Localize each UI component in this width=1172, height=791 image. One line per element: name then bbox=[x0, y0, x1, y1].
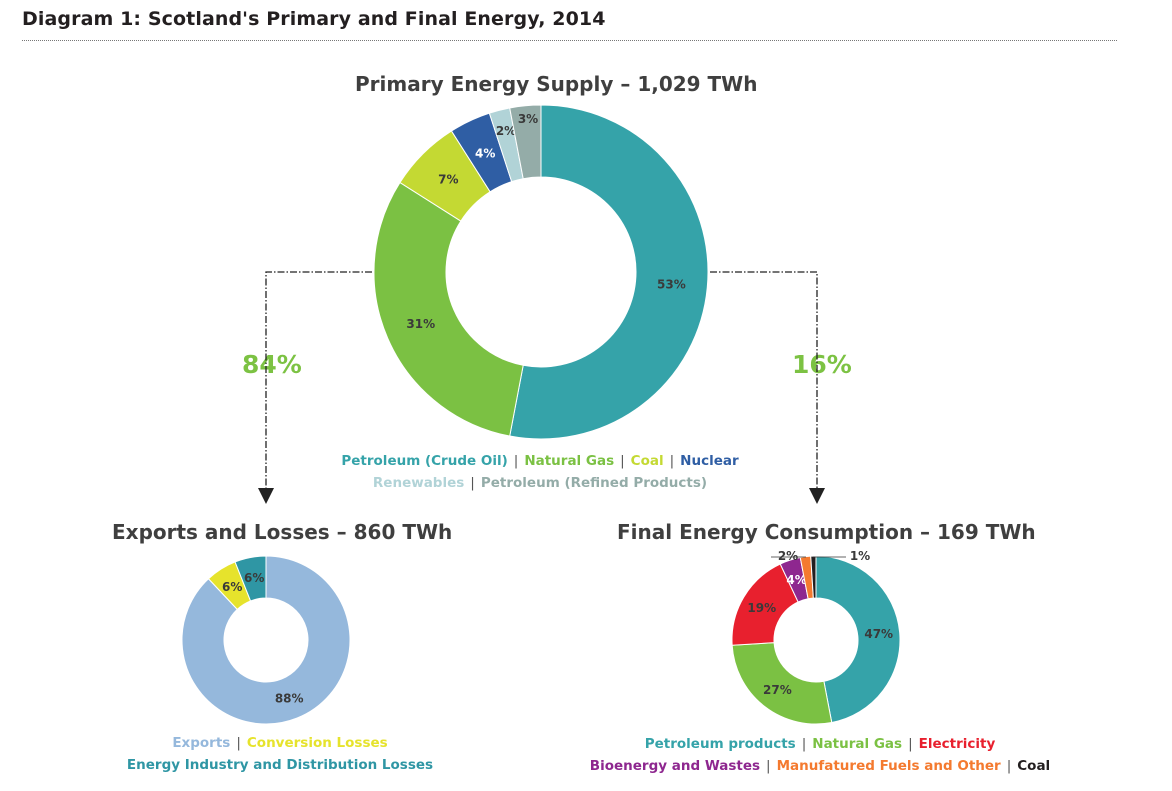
slice-coal bbox=[810, 555, 817, 599]
primary-chart-legend: Petroleum (Crude Oil) | Natural Gas | Coal | N… bbox=[300, 450, 780, 494]
final-consumption-donut: 47% 27% 19% 4% 2% 1% bbox=[731, 549, 901, 725]
data-label-energy-industry-and-distribution-losses: 6% bbox=[244, 571, 264, 585]
data-label-renewables: 2% bbox=[496, 124, 516, 138]
legend-entry-nuclear: Nuclear bbox=[680, 453, 739, 469]
data-label-coal: 7% bbox=[438, 172, 458, 186]
flow-left-percent: 84% bbox=[242, 350, 302, 379]
legend-entry-petroleum-refined-products: Petroleum (Refined Products) bbox=[480, 475, 708, 491]
data-label-petroleum-products: 47% bbox=[864, 627, 893, 641]
exports-losses-donut: 88% 6%6% bbox=[181, 555, 351, 725]
page-title: Diagram 1: Scotland's Primary and Final … bbox=[22, 8, 606, 30]
primary-chart-title: Primary Energy Supply – 1,029 TWh bbox=[355, 72, 758, 96]
legend-entry-conversion-losses: Conversion Losses bbox=[246, 735, 388, 751]
data-label-exports: 88% bbox=[275, 692, 304, 706]
legend-separator: | bbox=[1006, 758, 1012, 774]
legend-separator: | bbox=[801, 736, 807, 752]
legend-entry-coal: Coal bbox=[630, 453, 664, 469]
legend-entry-electricity: Electricity bbox=[918, 736, 996, 752]
data-label-electricity: 19% bbox=[747, 601, 776, 615]
slice-energy-industry-and-distribution-losses bbox=[234, 555, 267, 602]
legend-entry-renewables: Renewables bbox=[372, 475, 465, 491]
legend-entry-petroleum-crude-oil: Petroleum (Crude Oil) bbox=[341, 453, 508, 469]
final-chart-legend: Petroleum products | Natural Gas | Electrici… bbox=[560, 733, 1080, 777]
data-label-conversion-losses: 6% bbox=[222, 580, 242, 594]
data-label-nuclear: 4% bbox=[475, 146, 495, 160]
legend-row: Petroleum products | Natural Gas | Electrici… bbox=[560, 733, 1080, 755]
primary-energy-donut: 53% 31% 7% 4%2%3% bbox=[373, 104, 709, 440]
data-label-bioenergy-and-wastes: 4% bbox=[786, 573, 806, 587]
legend-entry-manufatured-fuels-and-other: Manufatured Fuels and Other bbox=[776, 758, 1001, 774]
exports-chart-title: Exports and Losses – 860 TWh bbox=[112, 520, 453, 544]
flow-arrow-right bbox=[809, 488, 825, 504]
legend-row: Energy Industry and Distribution Losses bbox=[80, 754, 480, 776]
slice-petroleum-refined-products bbox=[509, 104, 542, 180]
flow-arrow-left bbox=[258, 488, 274, 504]
flow-connector-left bbox=[265, 271, 372, 488]
legend-row: Renewables | Petroleum (Refined Products) bbox=[300, 472, 780, 494]
flow-right-percent: 16% bbox=[792, 350, 852, 379]
legend-row: Exports | Conversion Losses bbox=[80, 732, 480, 754]
slice-natural-gas bbox=[373, 181, 524, 437]
legend-separator: | bbox=[236, 735, 241, 751]
data-label-petroleum-refined-products: 3% bbox=[518, 112, 538, 126]
legend-separator: | bbox=[669, 453, 675, 469]
title-divider bbox=[22, 40, 1117, 41]
data-label-manufatured-fuels-and-other: 2% bbox=[778, 549, 798, 563]
slice-petroleum-crude-oil bbox=[509, 104, 709, 440]
flow-connector-right bbox=[710, 271, 818, 488]
legend-entry-natural-gas: Natural Gas bbox=[524, 453, 615, 469]
legend-entry-exports: Exports bbox=[172, 735, 231, 751]
legend-row: Bioenergy and Wastes | Manufatured Fuels a… bbox=[560, 755, 1080, 777]
legend-entry-coal: Coal bbox=[1017, 758, 1051, 774]
final-chart-title: Final Energy Consumption – 169 TWh bbox=[617, 520, 1036, 544]
exports-chart-legend: Exports | Conversion Losses Energy Industry… bbox=[80, 732, 480, 776]
legend-separator: | bbox=[908, 736, 913, 752]
legend-entry-natural-gas: Natural Gas bbox=[812, 736, 903, 752]
legend-entry-bioenergy-and-wastes: Bioenergy and Wastes bbox=[589, 758, 761, 774]
data-label-coal: 1% bbox=[850, 549, 870, 563]
legend-entry-energy-industry-and-distribution-losses: Energy Industry and Distribution Losses bbox=[126, 757, 434, 773]
slice-exports bbox=[181, 555, 351, 725]
data-label-natural-gas: 27% bbox=[763, 683, 792, 697]
data-label-petroleum-crude-oil: 53% bbox=[657, 277, 686, 291]
legend-separator: | bbox=[513, 453, 519, 469]
legend-separator: | bbox=[620, 453, 625, 469]
legend-separator: | bbox=[766, 758, 771, 774]
legend-row: Petroleum (Crude Oil) | Natural Gas | Coal | N… bbox=[300, 450, 780, 472]
legend-separator: | bbox=[470, 475, 475, 491]
slice-natural-gas bbox=[731, 642, 833, 725]
legend-entry-petroleum-products: Petroleum products bbox=[644, 736, 796, 752]
data-label-natural-gas: 31% bbox=[406, 317, 435, 331]
slice-petroleum-products bbox=[815, 555, 901, 724]
